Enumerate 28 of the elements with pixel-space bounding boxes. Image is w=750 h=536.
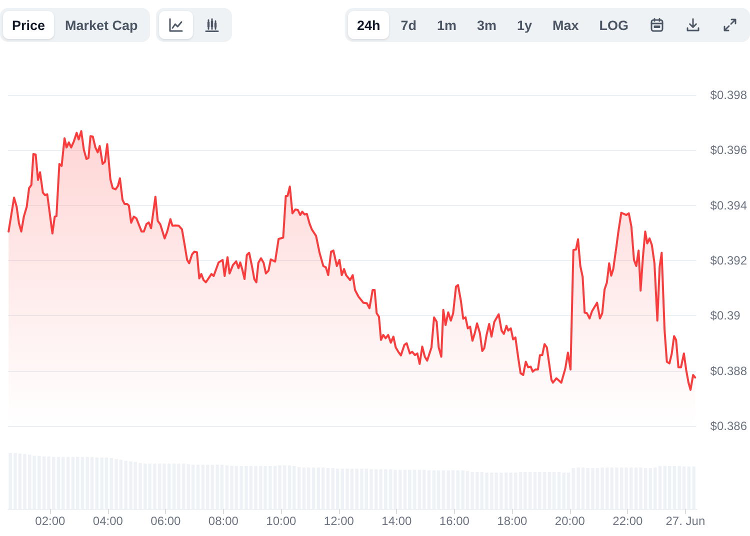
y-tick-label: $0.394 <box>710 198 748 212</box>
x-tick-label: 10:00 <box>266 514 297 528</box>
x-tick-label: 12:00 <box>324 514 354 528</box>
text: LOG <box>590 11 638 39</box>
text: 7d <box>392 11 426 39</box>
text: Max <box>544 11 588 39</box>
text: 1y <box>508 11 542 39</box>
x-tick-label: 22:00 <box>612 514 644 528</box>
y-tick-label: $0.388 <box>710 364 748 378</box>
y-tick-label: $0.396 <box>710 143 748 158</box>
x-tick-label: 08:00 <box>208 514 239 528</box>
y-tick-label: $0.392 <box>710 254 748 268</box>
x-tick-label: 20:00 <box>554 514 586 528</box>
y-tick-label: $0.398 <box>710 88 748 102</box>
text: 24h <box>348 11 390 39</box>
y-tick-label: $0.39 <box>710 308 741 323</box>
x-tick-label: 14:00 <box>382 514 412 528</box>
text: 3m <box>468 11 506 39</box>
x-tick-label: 27. Jun <box>666 514 706 528</box>
y-tick-label: $0.386 <box>710 419 748 433</box>
x-tick-label: 16:00 <box>439 514 470 528</box>
x-tick-label: 02:00 <box>35 514 66 528</box>
text: 1m <box>428 11 466 39</box>
x-tick-label: 04:00 <box>92 514 124 528</box>
text: Market Cap <box>56 11 147 39</box>
text: Price <box>3 11 54 39</box>
x-tick-label: 18:00 <box>497 514 528 528</box>
x-tick-label: 06:00 <box>150 514 182 528</box>
